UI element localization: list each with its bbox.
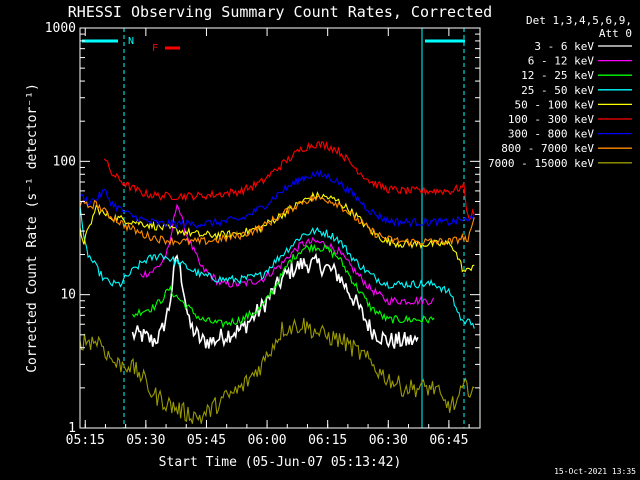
legend-header-line: Det 1,3,4,5,6,9, [526, 14, 632, 27]
legend-header-line: Att 0 [599, 27, 632, 40]
y-axis-label: Corrected Count Rate (s⁻¹ detector⁻¹) [25, 83, 40, 373]
legend-label: 25 - 50 keV [521, 84, 594, 97]
legend-label: 3 - 6 keV [534, 40, 594, 53]
x-tick-label: 05:30 [126, 433, 165, 448]
plot-frame [79, 27, 481, 429]
x-axis: 05:15 05:30 05:45 06:00 06:15 06:30 06:45 [66, 28, 470, 448]
night-flag-label: N [128, 36, 134, 47]
chart-title: RHESSI Observing Summary Count Rates, Co… [68, 3, 492, 21]
legend-label: 7000 - 15000 keV [488, 157, 594, 170]
series-line-0 [131, 252, 419, 349]
x-tick-label: 06:30 [369, 433, 408, 448]
y-tick-label: 100 [53, 154, 76, 169]
series-line-7 [79, 194, 475, 247]
footer-date: 15-Oct-2021 13:35 [554, 467, 636, 476]
legend-label: 50 - 100 keV [515, 98, 595, 111]
x-tick-label: 05:15 [66, 433, 105, 448]
series-line-5 [103, 140, 475, 221]
series-line-8 [79, 318, 475, 424]
legend: Det 1,3,4,5,6,9,Att 0 3 - 6 keV 6 - 12 keV… [488, 14, 632, 170]
x-axis-label: Start Time (05-Jun-07 05:13:42) [159, 455, 402, 470]
flag-bars: N F [82, 28, 465, 428]
series-line-2 [132, 243, 435, 329]
series-line-3 [79, 205, 475, 329]
legend-label: 300 - 800 keV [508, 128, 594, 141]
legend-label: 800 - 7000 keV [501, 142, 594, 155]
legend-label: 6 - 12 keV [528, 55, 595, 68]
flare-flag-label: F [152, 43, 158, 54]
series-line-6 [79, 169, 475, 230]
x-tick-label: 06:00 [248, 433, 287, 448]
x-tick-label: 06:15 [308, 433, 347, 448]
series-line-1 [140, 203, 435, 306]
legend-label: 100 - 300 keV [508, 113, 594, 126]
y-tick-label: 1000 [45, 21, 76, 36]
series-layer [79, 140, 475, 424]
x-tick-label: 06:45 [429, 433, 468, 448]
legend-label: 12 - 25 keV [521, 69, 594, 82]
x-tick-label: 05:45 [187, 433, 226, 448]
y-tick-label: 1 [68, 421, 76, 436]
y-axis: 1 10 100 1000 [45, 21, 480, 436]
y-tick-label: 10 [60, 288, 76, 303]
